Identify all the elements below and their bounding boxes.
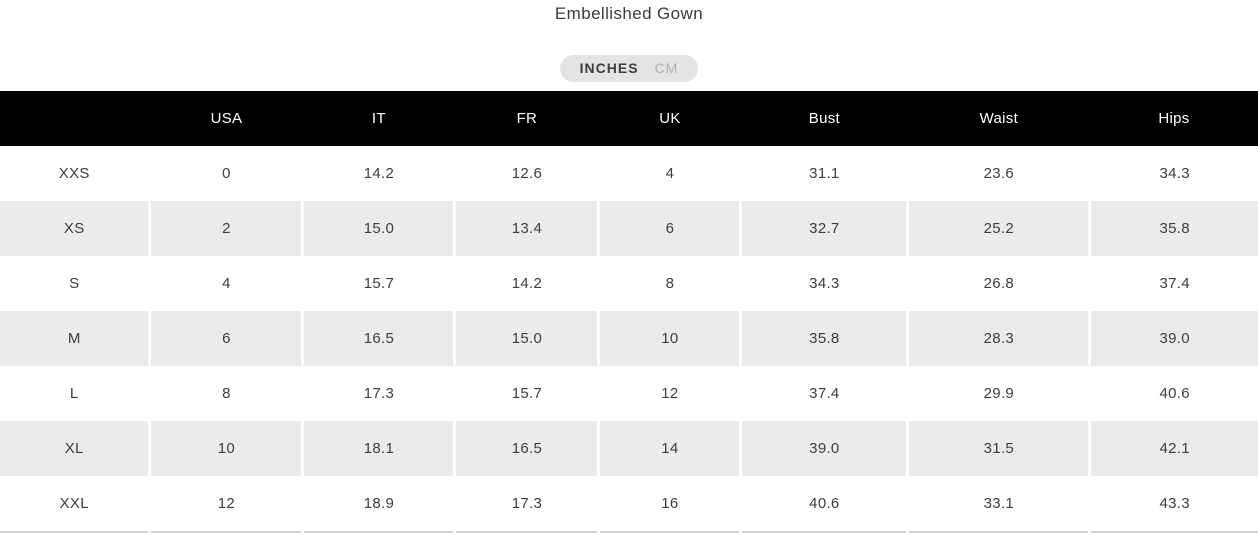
cell: 0 <box>148 146 303 201</box>
cell: 23.6 <box>906 146 1090 201</box>
cell: 14.2 <box>453 256 599 311</box>
size-chart-table: USA IT FR UK Bust Waist Hips XXS 0 14.2 … <box>0 91 1258 533</box>
cell: 10 <box>597 311 741 366</box>
size-label: S <box>0 256 150 311</box>
cell: 15.7 <box>301 256 455 311</box>
cell: 26.8 <box>906 256 1090 311</box>
size-label: XL <box>0 421 150 476</box>
column-header-it: IT <box>371 110 386 127</box>
cell: 15.0 <box>301 201 455 256</box>
cell: 29.9 <box>906 366 1090 421</box>
cell: 8 <box>148 366 303 421</box>
cell: 6 <box>148 311 303 366</box>
cell: 12.6 <box>453 146 599 201</box>
column-header-fr: FR <box>516 110 538 127</box>
page-title: Embellished Gown <box>554 4 704 23</box>
cell: 25.2 <box>906 201 1090 256</box>
column-header-waist: Waist <box>979 110 1019 127</box>
cell: 35.8 <box>739 311 908 366</box>
column-header-size <box>0 91 150 146</box>
table-row-xl: XL 10 18.1 16.5 14 39.0 31.5 42.1 <box>0 421 1258 476</box>
cell: 16.5 <box>301 311 455 366</box>
cell: 37.4 <box>1088 256 1258 311</box>
cell: 40.6 <box>1088 366 1258 421</box>
table-row-s: S 4 15.7 14.2 8 34.3 26.8 37.4 <box>0 256 1258 311</box>
size-label: XXL <box>0 476 150 532</box>
cell: 12 <box>148 476 303 532</box>
cell: 14.2 <box>301 146 455 201</box>
cell: 18.1 <box>301 421 455 476</box>
column-header-usa: USA <box>210 110 243 127</box>
table-row-xxs: XXS 0 14.2 12.6 4 31.1 23.6 34.3 <box>0 146 1258 201</box>
table-row-l: L 8 17.3 15.7 12 37.4 29.9 40.6 <box>0 366 1258 421</box>
cell: 31.5 <box>906 421 1090 476</box>
column-header-bust: Bust <box>808 110 840 127</box>
cell: 28.3 <box>906 311 1090 366</box>
column-header-hips: Hips <box>1158 110 1190 127</box>
size-label: L <box>0 366 150 421</box>
cell: 43.3 <box>1088 476 1258 532</box>
cell: 6 <box>597 201 741 256</box>
cell: 2 <box>148 201 303 256</box>
cell: 34.3 <box>1088 146 1258 201</box>
cell: 4 <box>597 146 741 201</box>
cell: 34.3 <box>739 256 908 311</box>
unit-toggle-wrap: INCHES CM <box>0 55 1258 82</box>
cell: 32.7 <box>739 201 908 256</box>
cell: 4 <box>148 256 303 311</box>
cell: 39.0 <box>1088 311 1258 366</box>
table-row-m: M 6 16.5 15.0 10 35.8 28.3 39.0 <box>0 311 1258 366</box>
cell: 42.1 <box>1088 421 1258 476</box>
size-label: M <box>0 311 150 366</box>
unit-option-cm[interactable]: CM <box>654 60 679 76</box>
cell: 18.9 <box>301 476 455 532</box>
cell: 16 <box>597 476 741 532</box>
column-header-uk: UK <box>659 110 681 127</box>
header-row: USA IT FR UK Bust Waist Hips <box>0 91 1258 146</box>
size-label: XS <box>0 201 150 256</box>
cell: 15.7 <box>453 366 599 421</box>
cell: 12 <box>597 366 741 421</box>
cell: 39.0 <box>739 421 908 476</box>
cell: 8 <box>597 256 741 311</box>
cell: 15.0 <box>453 311 599 366</box>
cell: 35.8 <box>1088 201 1258 256</box>
cell: 14 <box>597 421 741 476</box>
size-label: XXS <box>0 146 150 201</box>
table-row-xxl: XXL 12 18.9 17.3 16 40.6 33.1 43.3 <box>0 476 1258 532</box>
cell: 17.3 <box>453 476 599 532</box>
cell: 17.3 <box>301 366 455 421</box>
cell: 10 <box>148 421 303 476</box>
unit-toggle: INCHES CM <box>559 55 699 82</box>
unit-option-inches[interactable]: INCHES <box>579 60 639 76</box>
table-row-xs: XS 2 15.0 13.4 6 32.7 25.2 35.8 <box>0 201 1258 256</box>
cell: 31.1 <box>739 146 908 201</box>
cell: 33.1 <box>906 476 1090 532</box>
cell: 40.6 <box>739 476 908 532</box>
cell: 37.4 <box>739 366 908 421</box>
cell: 13.4 <box>453 201 599 256</box>
cell: 16.5 <box>453 421 599 476</box>
